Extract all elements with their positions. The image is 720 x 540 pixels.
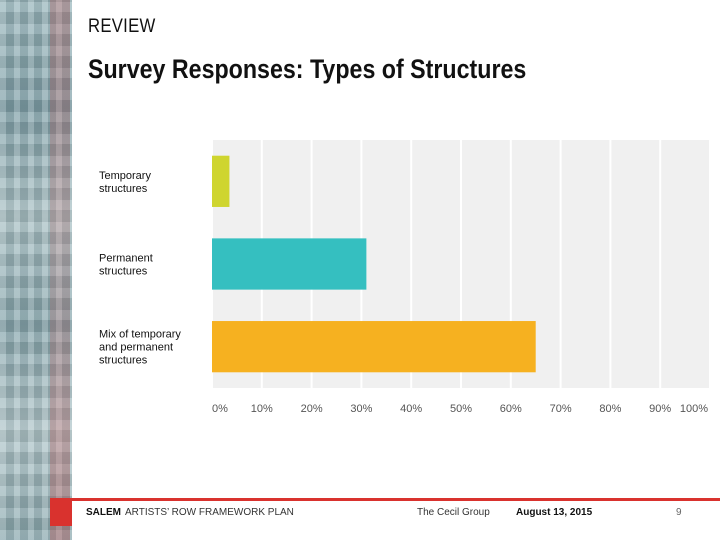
category-label: Temporary — [99, 170, 151, 182]
category-label: structures — [99, 266, 148, 278]
footer-page-number: 9 — [676, 507, 682, 518]
red-accent-strip — [50, 0, 70, 540]
category-label: and permanent — [99, 342, 173, 354]
x-tick-label: 20% — [301, 403, 323, 415]
sidebar-aerial-photo — [0, 0, 72, 540]
category-label: structures — [99, 183, 148, 195]
x-tick-label: 0% — [212, 403, 228, 415]
footer-brand-name: SALEM — [86, 507, 121, 518]
x-tick-label: 10% — [251, 403, 273, 415]
footer-brand: SALEM ARTISTS’ ROW FRAMEWORK PLAN — [86, 507, 294, 518]
x-tick-label: 70% — [550, 403, 572, 415]
footer-organization: The Cecil Group — [417, 507, 490, 518]
red-footer-block — [50, 498, 72, 526]
footer-brand-subtitle: ARTISTS’ ROW FRAMEWORK PLAN — [125, 507, 294, 518]
x-tick-label: 40% — [400, 403, 422, 415]
bar — [212, 321, 536, 373]
bar — [212, 238, 367, 290]
x-tick-label: 80% — [599, 403, 621, 415]
footer-date: August 13, 2015 — [516, 507, 593, 518]
x-tick-label: 100% — [680, 403, 708, 415]
aerial-texture — [0, 0, 72, 540]
x-tick-label: 30% — [350, 403, 372, 415]
footer-divider — [72, 498, 720, 501]
x-tick-label: 60% — [500, 403, 522, 415]
bar — [212, 155, 230, 207]
page-title: Survey Responses: Types of Structures — [88, 54, 527, 84]
x-tick-label: 90% — [649, 403, 671, 415]
category-label: structures — [99, 355, 148, 367]
x-tick-label: 50% — [450, 403, 472, 415]
category-label: Mix of temporary — [99, 329, 181, 341]
section-label: REVIEW — [88, 16, 156, 37]
category-label: Permanent — [99, 253, 153, 265]
